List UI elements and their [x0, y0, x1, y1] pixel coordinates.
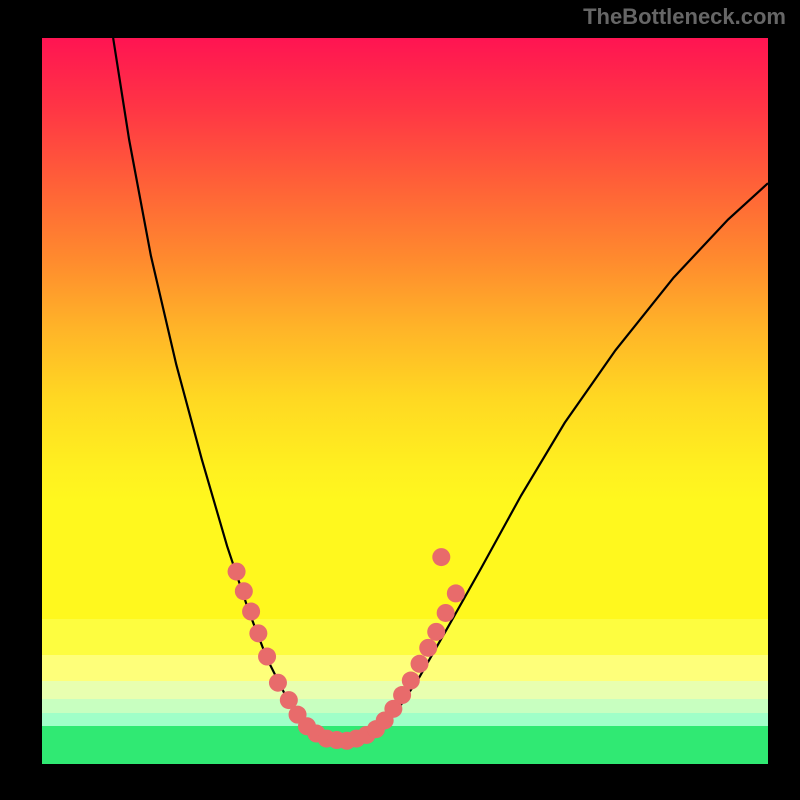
data-marker: [258, 648, 276, 666]
plot-area: [42, 38, 768, 764]
data-marker: [242, 603, 260, 621]
watermark-text: TheBottleneck.com: [583, 4, 786, 30]
data-marker: [249, 624, 267, 642]
data-marker: [235, 582, 253, 600]
data-marker: [427, 623, 445, 641]
data-marker: [437, 604, 455, 622]
data-marker: [419, 639, 437, 657]
data-marker: [411, 655, 429, 673]
curve-layer: [42, 38, 768, 764]
data-marker: [447, 584, 465, 602]
data-marker: [432, 548, 450, 566]
data-marker: [269, 674, 287, 692]
data-marker: [228, 563, 246, 581]
data-marker: [402, 672, 420, 690]
